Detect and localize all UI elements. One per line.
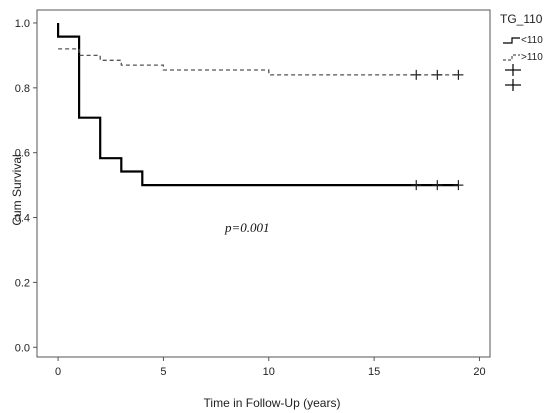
y-tick-label: 0.0 [15, 342, 30, 354]
legend: TG_110 <110 >110 [500, 12, 543, 91]
survival-curve-lt110 [57, 23, 459, 187]
y-axis-ticks: 0.0 0.2 0.4 0.6 0.8 1.0 [15, 18, 37, 354]
legend-title: TG_110 [500, 12, 543, 26]
plot-frame [36, 9, 491, 358]
censor-mark-lt110 [411, 180, 422, 191]
censor-mark-gt110 [453, 69, 464, 80]
legend-swatch-gt110 [503, 54, 520, 61]
x-tick-label: 15 [368, 366, 380, 378]
y-tick-label: 0.8 [15, 83, 30, 95]
y-tick-label: 0.2 [15, 277, 30, 289]
legend-label-gt110: >110 [521, 52, 543, 63]
legend-entry-gt110: >110 [503, 52, 543, 63]
censor-mark-gt110 [411, 69, 422, 80]
legend-censored-mark-gt110 [505, 79, 521, 91]
legend-censored-mark-lt110 [505, 64, 521, 76]
y-tick-label: 1.0 [15, 18, 30, 30]
p-value-annotation: p=0.001 [224, 220, 270, 235]
x-tick-label: 5 [160, 366, 166, 378]
x-tick-label: 0 [55, 366, 61, 378]
censor-mark-gt110 [432, 69, 443, 80]
legend-swatch-lt110 [503, 37, 520, 44]
legend-label-lt110: <110 [521, 35, 543, 46]
y-tick-label: 0.4 [15, 213, 30, 225]
x-axis-ticks: 0 5 10 15 20 [55, 357, 486, 378]
x-tick-label: 20 [473, 366, 485, 378]
censor-mark-lt110 [453, 180, 464, 191]
series-layer [57, 23, 464, 191]
censor-mark-lt110 [432, 180, 443, 191]
x-tick-label: 10 [263, 366, 275, 378]
survival-curve-gt110 [58, 48, 459, 76]
legend-entry-lt110: <110 [503, 35, 543, 46]
y-axis-title: Cum Survival [10, 154, 24, 225]
x-axis-title: Time in Follow-Up (years) [204, 396, 341, 410]
y-tick-label: 0.6 [15, 148, 30, 160]
axes [36, 9, 491, 358]
